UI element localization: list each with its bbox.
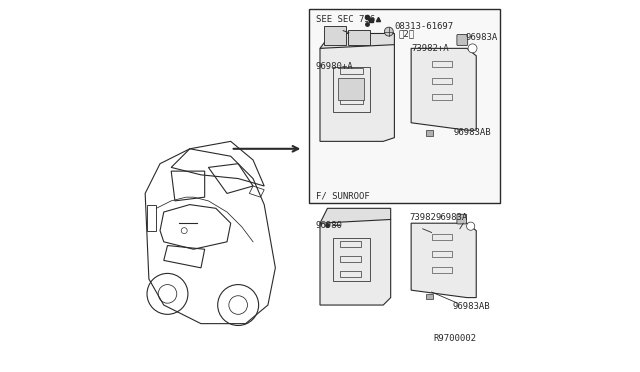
Bar — [426, 130, 433, 136]
Bar — [340, 97, 363, 104]
Text: 96983AB: 96983AB — [453, 128, 491, 137]
Text: 96983A: 96983A — [435, 213, 468, 222]
Bar — [431, 267, 452, 273]
Text: 96980+A: 96980+A — [316, 62, 353, 71]
Polygon shape — [320, 212, 390, 305]
Bar — [324, 26, 346, 45]
Text: 96983A: 96983A — [465, 33, 497, 42]
Polygon shape — [320, 208, 390, 223]
Bar — [426, 294, 433, 299]
Text: （2）: （2） — [398, 29, 414, 38]
Text: 96980: 96980 — [316, 221, 342, 230]
Polygon shape — [411, 223, 476, 298]
Bar — [431, 251, 452, 257]
Text: SEE SEC 736: SEE SEC 736 — [316, 15, 376, 24]
Bar — [431, 94, 452, 100]
Circle shape — [468, 44, 477, 53]
Circle shape — [385, 27, 394, 36]
FancyBboxPatch shape — [457, 214, 467, 224]
Bar — [309, 9, 500, 203]
Text: F/ SUNROOF: F/ SUNROOF — [316, 191, 369, 200]
Text: R9700002: R9700002 — [433, 334, 476, 343]
Bar — [431, 78, 452, 84]
Text: 08313-61697: 08313-61697 — [394, 22, 454, 31]
Text: 96983AB: 96983AB — [452, 302, 490, 311]
Text: 73982: 73982 — [410, 213, 436, 222]
Text: 73982+A: 73982+A — [411, 44, 449, 53]
Circle shape — [467, 222, 475, 230]
Bar — [340, 271, 361, 277]
Polygon shape — [320, 33, 394, 48]
Bar — [333, 67, 370, 112]
Bar — [431, 61, 452, 67]
Bar — [340, 68, 363, 74]
Bar — [340, 256, 361, 262]
Bar — [338, 78, 364, 100]
Bar — [340, 83, 363, 89]
FancyBboxPatch shape — [457, 35, 468, 45]
Bar — [431, 234, 452, 240]
Bar — [333, 238, 370, 281]
Bar — [147, 205, 156, 231]
Polygon shape — [411, 48, 476, 130]
Bar — [348, 30, 370, 45]
Bar — [340, 241, 361, 247]
Polygon shape — [320, 37, 394, 141]
